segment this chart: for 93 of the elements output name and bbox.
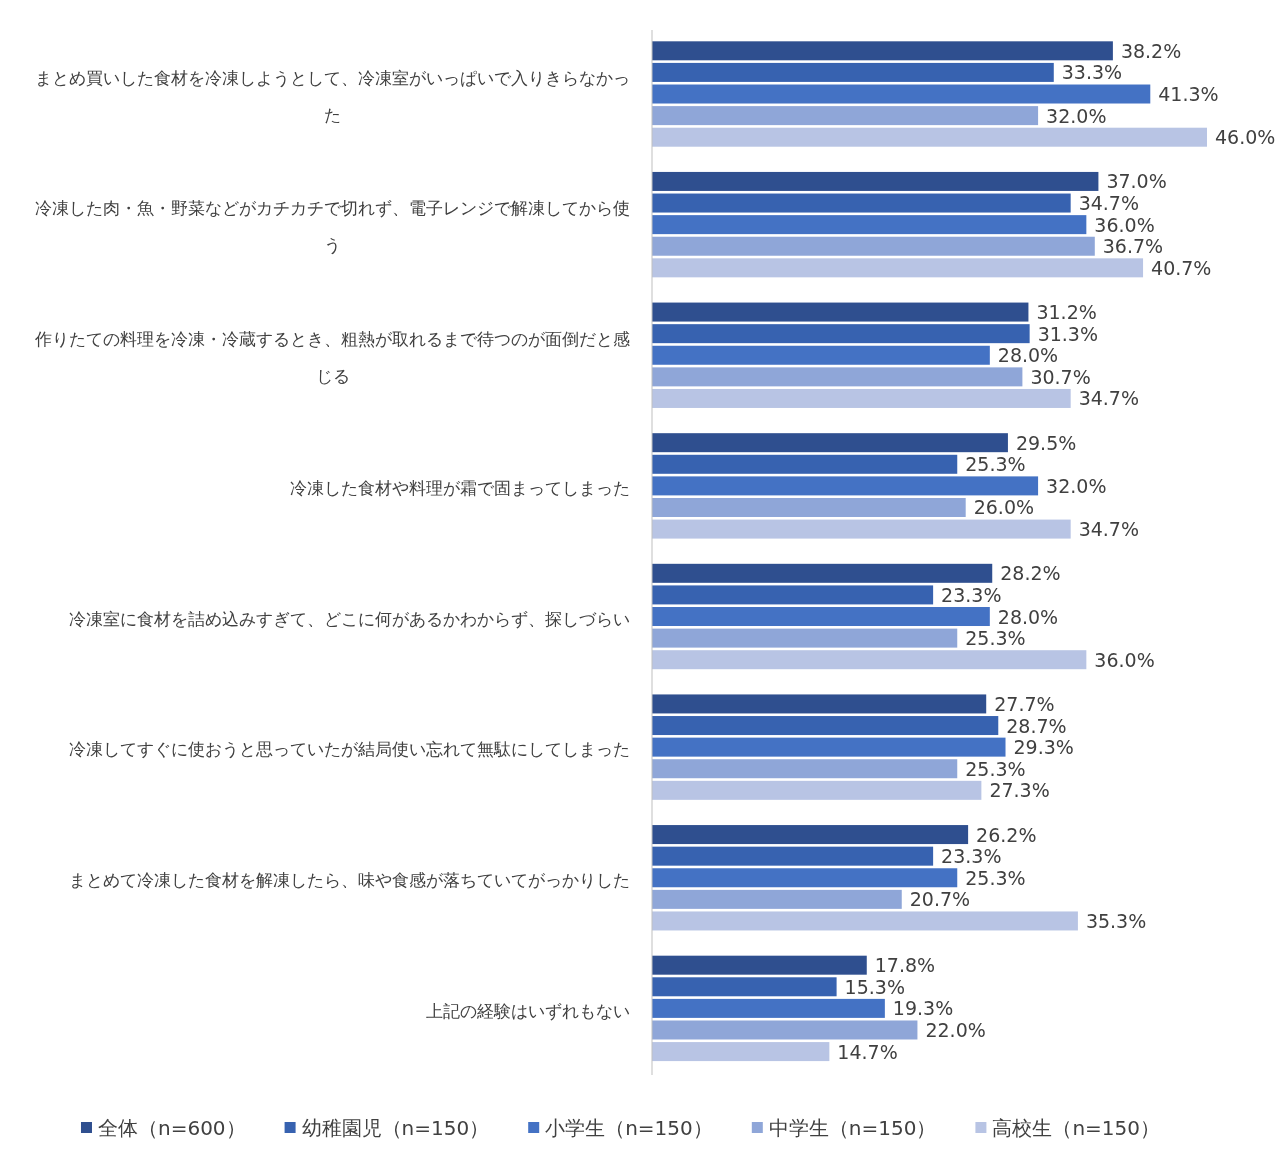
- data-label: 30.7%: [1030, 365, 1091, 388]
- bar: [652, 563, 993, 583]
- data-label: 28.0%: [997, 605, 1059, 628]
- bar: [652, 519, 1071, 539]
- data-label: 34.7%: [1078, 387, 1140, 410]
- bar: [652, 106, 1039, 126]
- bar: [652, 694, 987, 714]
- bar: [652, 977, 837, 997]
- bar: [652, 889, 902, 909]
- bar: [652, 780, 982, 800]
- bar: [652, 628, 958, 648]
- data-label: 29.3%: [1013, 736, 1074, 759]
- data-label: 38.2%: [1120, 39, 1182, 62]
- bar: [652, 607, 990, 627]
- bar: [652, 868, 958, 888]
- data-label: 31.2%: [1036, 301, 1097, 324]
- legend-label: 全体（n=600）: [97, 1116, 246, 1140]
- data-label: 46.0%: [1215, 126, 1276, 149]
- data-label: 32.0%: [1046, 474, 1107, 497]
- y-tick-label: 上記の経験はいずれもない: [426, 1000, 630, 1021]
- bar: [652, 759, 958, 779]
- y-tick-label: 作りたての料理を冷凍・冷蔵するとき、粗熱が取れるまで待つのが面倒だと感じる: [34, 329, 630, 387]
- legend-label: 小学生（n=150）: [545, 1116, 713, 1140]
- data-label: 34.7%: [1078, 518, 1140, 541]
- bar: [652, 215, 1087, 235]
- data-label: 34.7%: [1078, 192, 1140, 215]
- data-label: 37.0%: [1106, 170, 1167, 193]
- bar: [652, 1020, 918, 1040]
- bar: [652, 454, 958, 474]
- data-label: 22.0%: [925, 1018, 986, 1041]
- data-label: 25.3%: [965, 866, 1026, 889]
- bar: [652, 825, 969, 845]
- bar: [652, 193, 1071, 213]
- data-label: 32.0%: [1046, 104, 1107, 127]
- data-label: 19.3%: [892, 997, 954, 1020]
- bar: [652, 955, 867, 975]
- data-label: 40.7%: [1151, 256, 1212, 279]
- bar: [652, 1042, 830, 1062]
- legend-label: 幼稚園児（n=150）: [301, 1116, 490, 1140]
- y-tick-label: 冷凍室に食材を詰め込みすぎて、どこに何があるかわからず、探しづらい: [69, 608, 630, 629]
- bar: [652, 62, 1054, 82]
- bar: [652, 737, 1006, 757]
- bar: [652, 41, 1113, 61]
- data-label: 36.0%: [1094, 213, 1155, 236]
- y-tick-label: 冷凍した食材や料理が霜で固まってしまった: [290, 478, 630, 499]
- bar: [652, 846, 934, 866]
- data-label: 17.8%: [874, 954, 936, 977]
- y-tick-label: 冷凍してすぐに使おうと思っていたが結局使い忘れて無駄にしてしまった: [69, 739, 630, 760]
- data-label: 25.3%: [965, 453, 1026, 476]
- y-tick-label: まとめ買いした食材を冷凍しようとして、冷凍室がいっぱいで入りきらなかった: [35, 67, 630, 125]
- data-label: 35.3%: [1085, 909, 1147, 932]
- legend-label: 高校生（n=150）: [992, 1116, 1161, 1140]
- bar: [652, 127, 1207, 147]
- bar: [652, 650, 1087, 670]
- data-label: 23.3%: [941, 845, 1002, 868]
- bar: [652, 433, 1008, 453]
- bar: [652, 497, 966, 517]
- bar: [652, 258, 1144, 278]
- bar: [652, 324, 1030, 344]
- data-label: 27.7%: [994, 692, 1055, 715]
- data-label: 31.3%: [1037, 322, 1098, 345]
- bar: [652, 84, 1151, 104]
- bar: [652, 236, 1095, 256]
- data-label: 26.2%: [976, 823, 1037, 846]
- bar: [652, 911, 1078, 931]
- data-label: 28.7%: [1006, 714, 1067, 737]
- data-label: 33.3%: [1061, 61, 1123, 84]
- y-tick-label: 冷凍した肉・魚・野菜などがカチカチで切れず、電子レンジで解凍してから使う: [35, 198, 630, 256]
- data-label: 36.7%: [1102, 235, 1164, 258]
- data-label: 27.3%: [989, 779, 1050, 802]
- bar: [652, 302, 1029, 322]
- bar: [652, 171, 1099, 191]
- legend-label: 中学生（n=150）: [768, 1116, 937, 1140]
- data-label: 28.2%: [1000, 562, 1061, 585]
- data-label: 14.7%: [837, 1040, 898, 1063]
- bar: [652, 585, 934, 605]
- data-label: 23.3%: [941, 583, 1002, 606]
- data-label: 29.5%: [1015, 431, 1077, 454]
- data-label: 26.0%: [973, 496, 1035, 519]
- bar: [652, 716, 999, 736]
- data-label: 28.0%: [997, 344, 1059, 367]
- data-label: 20.7%: [909, 888, 971, 911]
- data-label: 15.3%: [844, 975, 905, 998]
- data-label: 25.3%: [965, 757, 1026, 780]
- bar: [652, 345, 990, 365]
- data-label: 25.3%: [965, 627, 1026, 650]
- data-label: 41.3%: [1158, 83, 1219, 106]
- bar: [652, 476, 1039, 496]
- data-label: 36.0%: [1094, 648, 1155, 671]
- y-tick-label: まとめて冷凍した食材を解凍したら、味や食感が落ちていてがっかりした: [69, 870, 630, 891]
- bar: [652, 388, 1071, 408]
- bar: [652, 367, 1023, 387]
- bar: [652, 998, 885, 1018]
